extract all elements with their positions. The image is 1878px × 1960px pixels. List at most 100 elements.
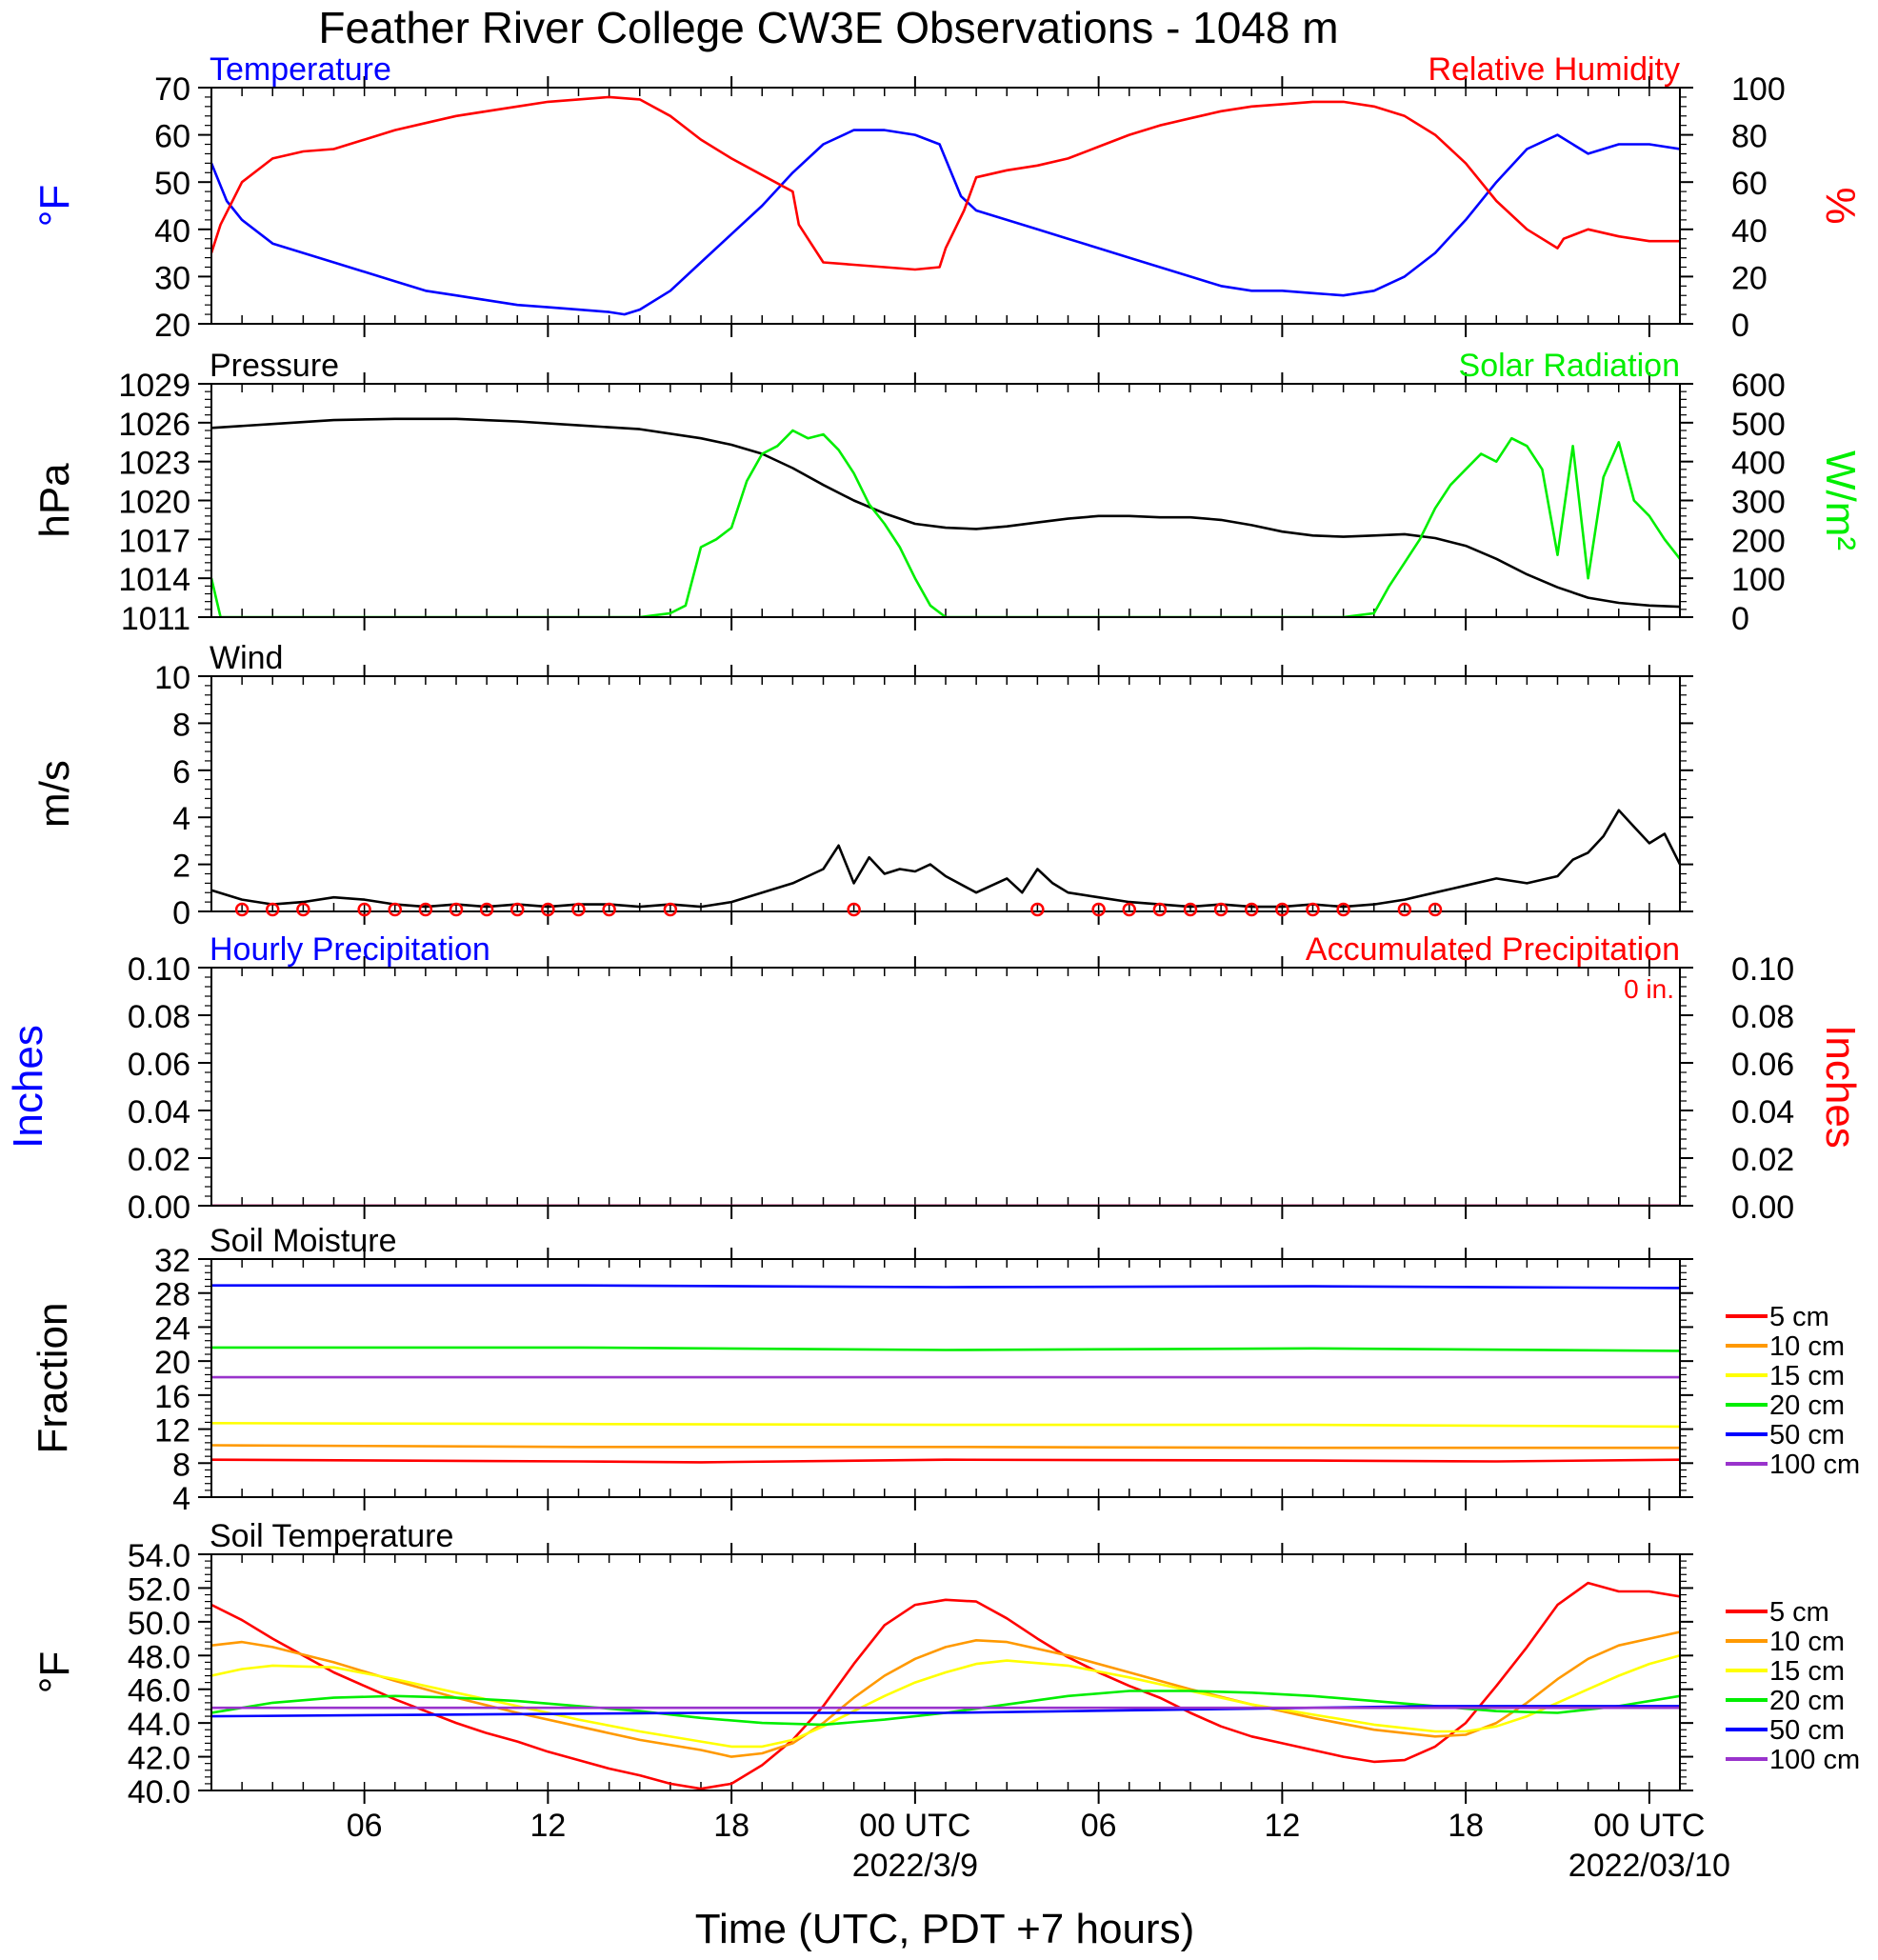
y-tick-label-left: 52.0 bbox=[128, 1571, 190, 1608]
y-tick-label-right: 60 bbox=[1731, 166, 1768, 202]
panel-title-left: Soil Temperature bbox=[210, 1518, 453, 1554]
wind-calm-marker bbox=[1091, 902, 1106, 917]
legend-label: 15 cm bbox=[1769, 1656, 1845, 1687]
wind-calm-marker bbox=[1122, 902, 1136, 917]
y-tick-label-right: 100 bbox=[1731, 562, 1786, 598]
wind-calm-marker bbox=[296, 902, 310, 917]
y-tick-label-left: 32 bbox=[154, 1243, 190, 1279]
y-axis-label-left: °F bbox=[31, 185, 78, 227]
wind-calm-marker bbox=[266, 902, 280, 917]
legend-label: 5 cm bbox=[1769, 1302, 1829, 1332]
wind-calm-marker bbox=[1245, 902, 1259, 917]
y-tick-label-left: 30 bbox=[154, 260, 190, 296]
panel-title-left: Wind bbox=[210, 640, 283, 676]
wind-calm-marker bbox=[1397, 902, 1412, 917]
y-tick-label-right: 100 bbox=[1731, 71, 1786, 108]
wind-calm-marker bbox=[602, 902, 616, 917]
y-tick-label-left: 20 bbox=[154, 1345, 190, 1381]
x-tick-label: 00 UTC bbox=[1593, 1808, 1705, 1844]
wind-calm-marker bbox=[1152, 902, 1168, 917]
x-tick-label: 06 bbox=[347, 1808, 383, 1844]
y-tick-label-right: 20 bbox=[1731, 260, 1768, 296]
y-tick-label-left: 10 bbox=[154, 660, 190, 696]
y-tick-label-right: 300 bbox=[1731, 485, 1786, 521]
series-line-20-cm bbox=[211, 1346, 1680, 1352]
panel-title-right: Accumulated Precipitation bbox=[1306, 931, 1680, 968]
legend-label: 15 cm bbox=[1769, 1361, 1845, 1391]
series-group bbox=[211, 95, 1680, 316]
y-tick-label-left: 4 bbox=[172, 801, 190, 837]
wind-calm-marker bbox=[1183, 902, 1198, 917]
y-axis-label-left: °F bbox=[31, 1651, 78, 1693]
x-axis-label: Time (UTC, PDT +7 hours) bbox=[695, 1906, 1194, 1952]
legend-label: 20 cm bbox=[1769, 1686, 1845, 1716]
series-line-wind-speed bbox=[211, 809, 1680, 909]
y-tick-label-right: 0.00 bbox=[1731, 1190, 1794, 1226]
y-tick-label-right: 200 bbox=[1731, 523, 1786, 559]
y-axis-label-left: hPa bbox=[31, 463, 78, 538]
y-tick-label-left: 40.0 bbox=[128, 1774, 190, 1810]
wind-calm-marker bbox=[479, 902, 494, 917]
x-tick-label: 18 bbox=[713, 1808, 749, 1844]
precip-total-annotation: 0 in. bbox=[1624, 974, 1674, 1004]
panel-title-left: Soil Moisture bbox=[210, 1223, 397, 1259]
y-tick-label-left: 8 bbox=[172, 1447, 190, 1483]
y-tick-label-left: 6 bbox=[172, 754, 190, 790]
x-tick-label: 12 bbox=[1264, 1808, 1300, 1844]
wind-calm-marker bbox=[1213, 902, 1229, 917]
y-axis-label-left: Inches bbox=[5, 1025, 51, 1149]
series-group bbox=[211, 809, 1680, 909]
y-tick-label-left: 0.10 bbox=[128, 951, 190, 988]
legend-label: 5 cm bbox=[1769, 1597, 1829, 1628]
x-tick-date-label: 2022/03/10 bbox=[1568, 1848, 1730, 1884]
panel-6: 40.042.044.046.048.050.052.054.0 Soil Tem… bbox=[31, 1518, 1860, 1810]
panel-title-left: Temperature bbox=[210, 51, 391, 88]
y-tick-label-left: 4 bbox=[172, 1481, 190, 1517]
y-tick-label-left: 16 bbox=[154, 1379, 190, 1415]
y-tick-label-left: 1017 bbox=[118, 523, 190, 559]
panel-1: 20 30 40 50 60 70 0 20 40 60 80 100 Temperature Relat… bbox=[31, 51, 1864, 344]
y-tick-label-right: 0.10 bbox=[1731, 951, 1794, 988]
plot-frame bbox=[210, 383, 1681, 618]
y-tick-label-left: 42.0 bbox=[128, 1741, 190, 1777]
series-line-relative-humidity bbox=[211, 95, 1680, 271]
wind-calm-marker bbox=[1336, 902, 1350, 917]
series-line-temperature bbox=[211, 129, 1680, 316]
y-tick-label-left: 1029 bbox=[118, 368, 190, 404]
series-line-50-cm bbox=[211, 1284, 1680, 1290]
panel-3: 0 2 4 6 8 10 Wind m/s bbox=[31, 640, 1693, 931]
panel-title-right: Relative Humidity bbox=[1428, 51, 1680, 88]
x-tick-label: 00 UTC bbox=[859, 1808, 970, 1844]
y-tick-label-right: 0 bbox=[1731, 308, 1749, 344]
x-tick-label: 06 bbox=[1081, 1808, 1117, 1844]
y-tick-label-right: 0.04 bbox=[1731, 1094, 1794, 1130]
y-tick-label-left: 0.02 bbox=[128, 1142, 190, 1178]
y-axis-label-left: Fraction bbox=[30, 1303, 76, 1454]
series-group bbox=[211, 1284, 1680, 1464]
wind-calm-marker bbox=[449, 902, 464, 917]
series-group bbox=[211, 1581, 1680, 1790]
y-axis-label-right: Inches bbox=[1817, 1025, 1864, 1149]
y-tick-label-left: 40 bbox=[154, 213, 190, 250]
wind-calm-marker bbox=[418, 902, 433, 917]
plot-frame bbox=[210, 967, 1681, 1207]
y-tick-label-left: 8 bbox=[172, 707, 190, 743]
y-tick-label-left: 46.0 bbox=[128, 1673, 190, 1710]
y-axis-label-right: W/m² bbox=[1817, 450, 1864, 550]
y-tick-label-right: 80 bbox=[1731, 119, 1768, 155]
y-tick-label-right: 0.08 bbox=[1731, 999, 1794, 1035]
y-tick-label-left: 0 bbox=[172, 895, 190, 931]
wind-calm-marker bbox=[1030, 902, 1045, 917]
y-tick-label-left: 0.00 bbox=[128, 1190, 190, 1226]
panel-title-left: Hourly Precipitation bbox=[210, 931, 490, 968]
wind-calm-marker bbox=[1275, 902, 1289, 917]
legend-label: 100 cm bbox=[1769, 1450, 1860, 1480]
y-tick-label-left: 48.0 bbox=[128, 1639, 190, 1675]
y-tick-label-left: 50.0 bbox=[128, 1606, 190, 1642]
y-tick-label-right: 0.02 bbox=[1731, 1142, 1794, 1178]
wind-calm-marker bbox=[571, 902, 586, 917]
